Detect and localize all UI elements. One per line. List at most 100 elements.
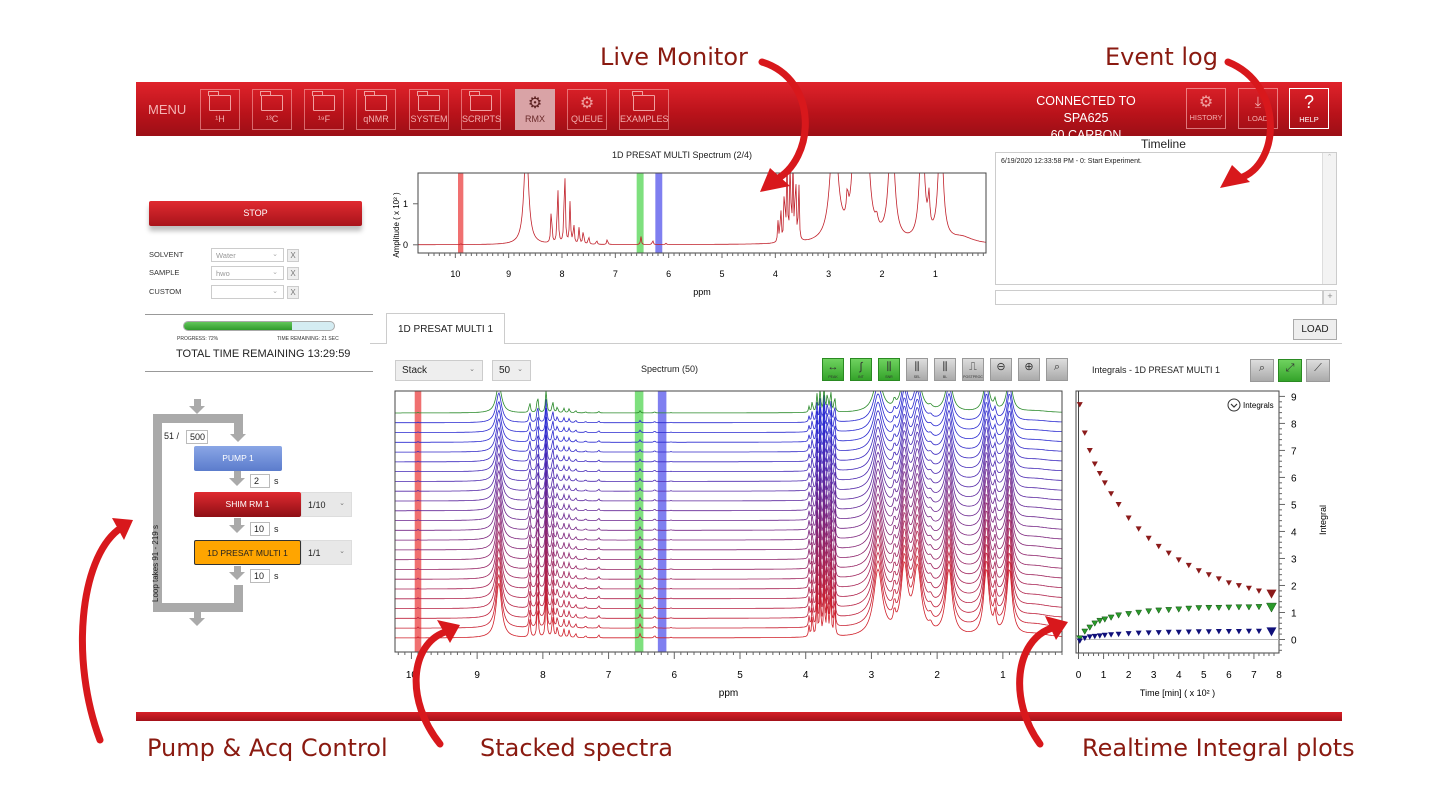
integral-point bbox=[1235, 628, 1242, 635]
zoom-fit-icon[interactable]: ⌕ bbox=[1250, 359, 1274, 382]
delay-input[interactable]: 10 bbox=[250, 522, 270, 536]
presat-frequency-value: 1/1 bbox=[308, 548, 321, 558]
x-tick-label: 2 bbox=[934, 670, 940, 681]
select-icon[interactable]: ⫼ SEL bbox=[906, 358, 928, 381]
load-button[interactable]: LOAD bbox=[1293, 319, 1337, 340]
y-tick-label: 7 bbox=[1291, 446, 1297, 457]
menu-button-queue[interactable]: ⚙ QUEUE bbox=[567, 89, 607, 130]
scrollbar[interactable]: ⌃ bbox=[1322, 153, 1336, 284]
chevron-down-icon: ⌄ bbox=[339, 500, 345, 507]
menu-button-¹h[interactable]: ¹H bbox=[200, 89, 240, 130]
stacked-spectrum-line bbox=[395, 430, 1062, 482]
stacked-spectrum-line bbox=[395, 446, 1062, 502]
connection-line2: 60 CARBON bbox=[1050, 128, 1122, 142]
menu-button-¹⁹f[interactable]: ¹⁹F bbox=[304, 89, 344, 130]
chevron-down-icon: ⌄ bbox=[272, 251, 278, 258]
integral-point bbox=[1255, 628, 1262, 635]
menu-button-scripts[interactable]: SCRIPTS bbox=[461, 89, 501, 130]
step-pump[interactable]: PUMP 1 bbox=[194, 446, 282, 471]
integral-point bbox=[1155, 543, 1162, 550]
integral-point bbox=[1165, 550, 1172, 557]
line-chart-icon[interactable]: ⟋ bbox=[1306, 359, 1330, 382]
clear-custom-button[interactable]: X bbox=[287, 286, 299, 299]
sample-select[interactable]: hwo ⌄ bbox=[211, 266, 284, 280]
log-input[interactable] bbox=[995, 290, 1323, 305]
event-log[interactable]: 6/19/2020 12:33:58 PM - 0: Start Experim… bbox=[995, 152, 1337, 285]
y-tick-label: 0 bbox=[1291, 635, 1297, 646]
y-tick-label: 9 bbox=[1291, 392, 1297, 403]
delay-input[interactable]: 2 bbox=[250, 474, 270, 488]
integral-point bbox=[1145, 630, 1152, 636]
history-button[interactable]: ⚙ HISTORY bbox=[1186, 88, 1226, 129]
flow-arrow bbox=[189, 406, 205, 414]
presat-frequency-select[interactable]: 1/1 ⌄ bbox=[301, 540, 352, 565]
snr-icon[interactable]: ⫼ SNR bbox=[878, 358, 900, 381]
zoom-in-icon[interactable]: ⊕ bbox=[1018, 358, 1040, 381]
integrals-plot[interactable]: 0 1 2 3 4 5 6 7 8 0 1 2 3 4 5 6 7 8 9 Time [min] ( x 10² ) I… bbox=[1070, 385, 1340, 705]
menu-button-examples[interactable]: EXAMPLES bbox=[619, 89, 669, 130]
y-tick-label: 6 bbox=[1291, 473, 1297, 484]
step-presat[interactable]: 1D PRESAT MULTI 1 bbox=[194, 540, 301, 565]
peak-icon[interactable]: ↔ PEAK bbox=[822, 358, 844, 381]
tool-glyph: ⊕ bbox=[1024, 361, 1034, 373]
top-toolbar: MENU ¹H ¹³C ¹⁹F qNMR SYSTEM SCRIPTS ⚙ RMX ⚙ QUEUE… bbox=[136, 82, 1342, 142]
stacked-spectrum-line bbox=[395, 391, 1062, 414]
zoom-out-icon[interactable]: ⊖ bbox=[990, 358, 1012, 381]
download-icon: ⤓ bbox=[1254, 94, 1262, 111]
tool-glyph: ∫ bbox=[859, 361, 863, 373]
y-tick-label: 3 bbox=[1291, 554, 1297, 565]
help-button[interactable]: ? HELP bbox=[1289, 88, 1329, 129]
baseline-icon[interactable]: ⫼ BL bbox=[934, 358, 956, 381]
count-select[interactable]: 50 ⌄ bbox=[492, 360, 531, 381]
stacked-spectra-plot[interactable]: 10 9 8 7 6 5 4 3 2 1 ppm bbox=[385, 385, 1075, 705]
view-mode-select[interactable]: Stack ⌄ bbox=[395, 360, 483, 381]
zoom-fit-icon[interactable]: ⌕ bbox=[1046, 358, 1068, 381]
menu-button-system[interactable]: SYSTEM bbox=[409, 89, 449, 130]
stacked-spectrum-line bbox=[395, 544, 1062, 619]
step-shim[interactable]: SHIM RM 1 bbox=[194, 492, 301, 517]
stacked-spectrum-line bbox=[395, 471, 1062, 531]
integral-point bbox=[1101, 632, 1108, 639]
postproc-icon[interactable]: ⎍ POSTPROC bbox=[962, 358, 984, 381]
integral-point bbox=[1245, 604, 1253, 611]
help-icon: ? bbox=[1303, 92, 1314, 112]
integral-icon[interactable]: ∫ INT bbox=[850, 358, 872, 381]
add-log-button[interactable]: + bbox=[1323, 290, 1337, 305]
loop-total-input[interactable]: 500 bbox=[186, 430, 208, 444]
x-tick-label: 8 bbox=[1276, 670, 1282, 681]
scroll-up-icon[interactable]: ⌃ bbox=[1326, 154, 1333, 161]
menu-button-qnmr[interactable]: qNMR bbox=[356, 89, 396, 130]
load-header-button[interactable]: ⤓ LOAD bbox=[1238, 88, 1278, 129]
integral-point bbox=[1135, 609, 1143, 616]
stacked-spectrum-line bbox=[395, 495, 1062, 561]
expand-icon[interactable]: ⤢ bbox=[1278, 359, 1302, 382]
loop-count: 51 / bbox=[164, 431, 180, 441]
solvent-select[interactable]: Water ⌄ bbox=[211, 248, 284, 262]
menu-button-rmx[interactable]: ⚙ RMX bbox=[515, 89, 555, 130]
clear-solvent-button[interactable]: X bbox=[287, 249, 299, 262]
stacked-spectrum-line bbox=[395, 421, 1062, 472]
live-monitor-title: 1D PRESAT MULTI Spectrum (2/4) bbox=[612, 150, 753, 160]
clear-sample-button[interactable]: X bbox=[287, 267, 299, 280]
integral-point bbox=[1195, 568, 1202, 574]
x-tick-label: 10 bbox=[406, 670, 418, 681]
chevron-down-icon: ⌄ bbox=[339, 548, 345, 555]
custom-select[interactable]: ⌄ bbox=[211, 285, 284, 299]
tool-label: INT bbox=[858, 375, 864, 379]
stacked-spectrum-line bbox=[395, 520, 1062, 590]
loop-bar-left bbox=[153, 414, 162, 612]
integral-point bbox=[1145, 608, 1153, 615]
legend-toggle-icon[interactable] bbox=[1227, 398, 1241, 412]
integral-point bbox=[1165, 607, 1173, 614]
menu-button[interactable]: MENU bbox=[148, 102, 187, 117]
menu-button-¹³c[interactable]: ¹³C bbox=[252, 89, 292, 130]
integral-point bbox=[1115, 612, 1123, 619]
delay-input[interactable]: 10 bbox=[250, 569, 270, 583]
y-tick-label: 4 bbox=[1291, 527, 1297, 538]
shim-frequency-select[interactable]: 1/10 ⌄ bbox=[301, 492, 352, 517]
integral-point bbox=[1081, 430, 1088, 436]
tab-presat-multi[interactable]: 1D PRESAT MULTI 1 bbox=[386, 313, 505, 344]
arrowhead-icon bbox=[112, 518, 133, 540]
stop-button[interactable]: STOP bbox=[149, 201, 362, 226]
